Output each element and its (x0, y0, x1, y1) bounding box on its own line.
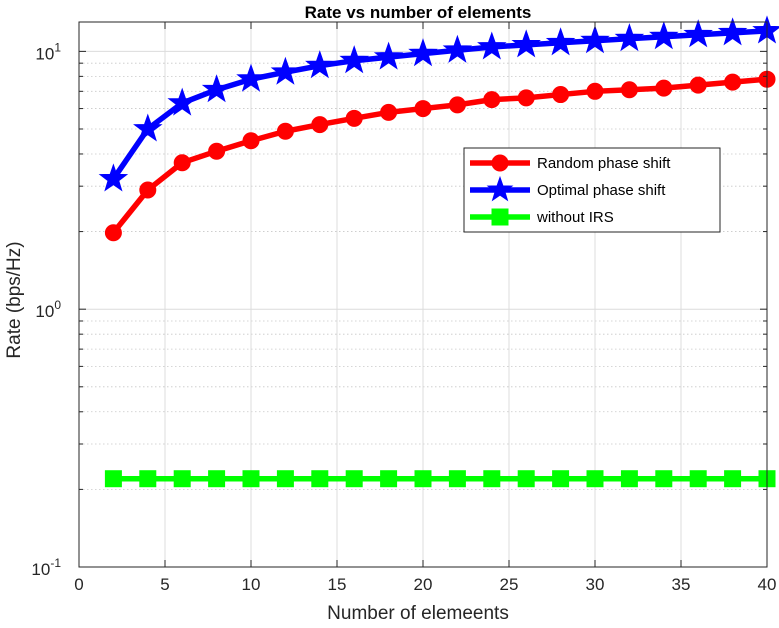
data-point-optimal-phase-shift (236, 63, 266, 92)
data-point-without-irs (311, 470, 329, 488)
data-point-without-irs (242, 470, 260, 488)
data-point-optimal-phase-shift (614, 23, 645, 52)
data-point-optimal-phase-shift (270, 56, 301, 85)
legend-marker (491, 154, 509, 172)
data-point-random-phase-shift (620, 81, 638, 99)
data-point-random-phase-shift (208, 142, 226, 160)
series-layer (98, 15, 779, 488)
data-point-without-irs (380, 470, 398, 488)
data-point-random-phase-shift (311, 116, 329, 134)
x-tick-label: 15 (328, 575, 347, 594)
data-point-optimal-phase-shift (167, 87, 197, 116)
data-point-without-irs (689, 470, 707, 488)
series-without-irs (104, 470, 776, 488)
axis-ticks (78, 22, 768, 568)
legend-item-random-phase-shift: Random phase shift (470, 154, 671, 172)
data-point-random-phase-shift (689, 76, 707, 94)
x-tick-label: 10 (242, 575, 261, 594)
data-point-random-phase-shift (173, 154, 191, 172)
x-tick-label: 30 (586, 575, 605, 594)
data-point-without-irs (483, 470, 501, 488)
chart-title: Rate vs number of elements (305, 3, 532, 22)
data-point-random-phase-shift (414, 100, 432, 118)
data-point-random-phase-shift (655, 79, 673, 97)
x-tick-label: 20 (414, 575, 433, 594)
data-point-optimal-phase-shift (133, 113, 163, 142)
data-point-random-phase-shift (448, 96, 466, 114)
x-tick-label: 35 (672, 575, 691, 594)
series-random-phase-shift (104, 70, 776, 242)
data-point-random-phase-shift (139, 181, 157, 199)
x-axis-label: Number of elemeents (327, 603, 509, 624)
data-point-optimal-phase-shift (373, 41, 404, 70)
x-tick-labels: 0 5 10 15 20 25 30 35 40 (74, 575, 776, 594)
legend-marker (486, 175, 514, 202)
data-point-random-phase-shift (345, 109, 363, 127)
data-point-without-irs (139, 470, 157, 488)
data-point-optimal-phase-shift (649, 21, 679, 50)
data-point-optimal-phase-shift (408, 38, 438, 67)
data-point-random-phase-shift (483, 91, 501, 109)
data-point-random-phase-shift (552, 86, 570, 104)
y-tick-exponent: -1 (50, 556, 61, 570)
legend-label: Optimal phase shift (537, 182, 666, 199)
data-point-random-phase-shift (104, 224, 122, 242)
data-point-without-irs (414, 470, 432, 488)
x-tick-label: 5 (160, 575, 169, 594)
x-tick-label: 25 (500, 575, 519, 594)
data-point-random-phase-shift (380, 103, 398, 121)
data-point-optimal-phase-shift (339, 45, 369, 74)
y-tick-exponent: 1 (54, 40, 61, 54)
data-point-optimal-phase-shift (545, 27, 576, 56)
legend-label: Random phase shift (537, 155, 671, 172)
data-point-optimal-phase-shift (442, 34, 473, 63)
y-tick-exponent: 0 (54, 298, 61, 312)
data-point-optimal-phase-shift (201, 74, 232, 103)
data-point-without-irs (104, 470, 122, 488)
data-point-without-irs (276, 470, 294, 488)
y-tick-label: 101 (35, 40, 61, 63)
y-tick-label: 10-1 (31, 556, 61, 579)
legend-item-without-irs: without IRS (470, 208, 614, 226)
legend: Random phase shift Optimal phase shift wit… (463, 147, 721, 233)
data-point-without-irs (586, 470, 604, 488)
data-point-optimal-phase-shift (477, 31, 507, 60)
legend-item-optimal-phase-shift: Optimal phase shift (470, 175, 666, 202)
data-point-random-phase-shift (724, 73, 742, 91)
data-point-without-irs (208, 470, 226, 488)
data-point-without-irs (517, 470, 535, 488)
data-point-optimal-phase-shift (717, 17, 748, 46)
data-point-random-phase-shift (276, 122, 294, 140)
data-point-without-irs (724, 470, 742, 488)
data-point-without-irs (173, 470, 191, 488)
y-tick-label: 100 (35, 298, 61, 321)
data-point-optimal-phase-shift (98, 163, 129, 192)
data-point-optimal-phase-shift (511, 29, 541, 58)
data-point-random-phase-shift (242, 132, 260, 150)
x-tick-label: 40 (758, 575, 777, 594)
legend-marker (491, 208, 509, 226)
y-axis-label: Rate (bps/Hz) (4, 241, 25, 358)
data-point-optimal-phase-shift (305, 50, 335, 79)
data-point-without-irs (552, 470, 570, 488)
data-point-without-irs (620, 470, 638, 488)
x-tick-label: 0 (74, 575, 83, 594)
data-point-without-irs (345, 470, 363, 488)
data-point-random-phase-shift (517, 89, 535, 107)
data-point-optimal-phase-shift (683, 19, 713, 48)
data-point-optimal-phase-shift (580, 25, 610, 54)
data-point-random-phase-shift (586, 82, 604, 100)
legend-label: without IRS (536, 209, 614, 226)
series-optimal-phase-shift (98, 15, 779, 192)
data-point-without-irs (448, 470, 466, 488)
data-point-without-irs (655, 470, 673, 488)
